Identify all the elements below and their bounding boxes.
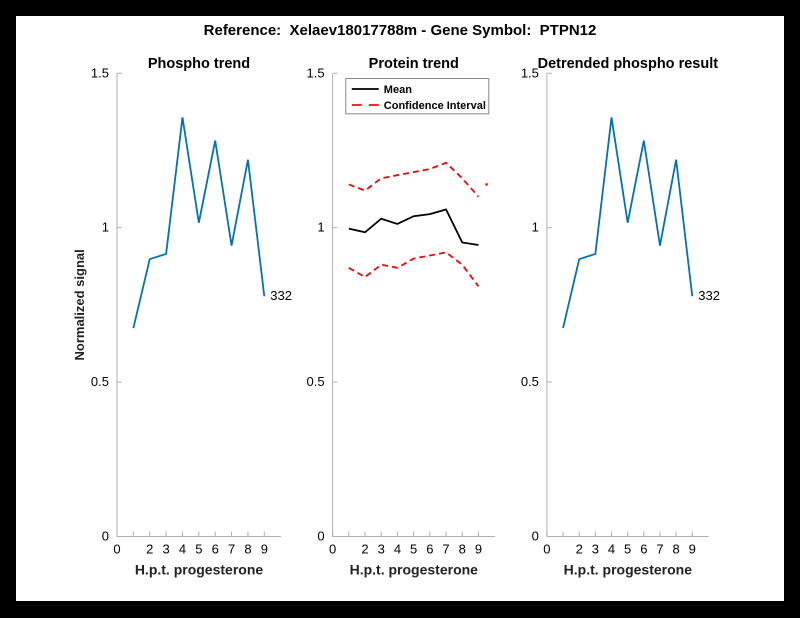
svg-text:0: 0 bbox=[102, 529, 109, 544]
svg-text:4: 4 bbox=[179, 542, 186, 557]
svg-text:9: 9 bbox=[261, 542, 268, 557]
svg-text:5: 5 bbox=[195, 542, 202, 557]
svg-text:3: 3 bbox=[162, 542, 169, 557]
svg-text:5: 5 bbox=[410, 542, 417, 557]
svg-text:5: 5 bbox=[624, 542, 631, 557]
svg-text:9: 9 bbox=[689, 542, 696, 557]
svg-text:8: 8 bbox=[244, 542, 251, 557]
svg-text:332: 332 bbox=[270, 288, 292, 303]
svg-text:1.5: 1.5 bbox=[307, 65, 325, 80]
svg-text:7: 7 bbox=[442, 542, 449, 557]
svg-text:1.5: 1.5 bbox=[91, 65, 109, 80]
svg-text:H.p.t. progesterone: H.p.t. progesterone bbox=[564, 562, 693, 578]
svg-text:Protein trend: Protein trend bbox=[369, 56, 459, 72]
svg-text:H.p.t. progesterone: H.p.t. progesterone bbox=[350, 562, 479, 578]
svg-text:4: 4 bbox=[608, 542, 615, 557]
svg-text:Confidence Interval: Confidence Interval bbox=[384, 100, 486, 112]
svg-text:3: 3 bbox=[378, 542, 385, 557]
svg-text:0: 0 bbox=[113, 542, 120, 557]
svg-text:H.p.t. progesterone: H.p.t. progesterone bbox=[135, 562, 264, 578]
svg-text:Normalized signal: Normalized signal bbox=[72, 249, 87, 360]
svg-text:8: 8 bbox=[673, 542, 680, 557]
svg-text:Phospho trend: Phospho trend bbox=[148, 56, 250, 72]
svg-text:2: 2 bbox=[576, 542, 583, 557]
svg-text:6: 6 bbox=[212, 542, 219, 557]
svg-text:7: 7 bbox=[228, 542, 235, 557]
svg-text:4: 4 bbox=[394, 542, 401, 557]
svg-text:3: 3 bbox=[592, 542, 599, 557]
svg-text:Detrended phospho result: Detrended phospho result bbox=[538, 56, 719, 72]
svg-text:1: 1 bbox=[102, 220, 109, 235]
svg-text:332: 332 bbox=[698, 288, 720, 303]
svg-text:0: 0 bbox=[317, 529, 324, 544]
svg-text:6: 6 bbox=[426, 542, 433, 557]
svg-text:8: 8 bbox=[459, 542, 466, 557]
svg-text:2: 2 bbox=[361, 542, 368, 557]
svg-text:9: 9 bbox=[475, 542, 482, 557]
svg-text:1: 1 bbox=[532, 220, 539, 235]
svg-text:7: 7 bbox=[656, 542, 663, 557]
svg-text:2: 2 bbox=[146, 542, 153, 557]
svg-text:0.5: 0.5 bbox=[307, 374, 325, 389]
svg-text:0: 0 bbox=[532, 529, 539, 544]
svg-text:0: 0 bbox=[543, 542, 550, 557]
svg-text:0.5: 0.5 bbox=[91, 374, 109, 389]
svg-text:Mean: Mean bbox=[384, 84, 412, 96]
svg-text:1.5: 1.5 bbox=[521, 65, 539, 80]
svg-text:0: 0 bbox=[329, 542, 336, 557]
svg-text:0.5: 0.5 bbox=[521, 374, 539, 389]
svg-text:1: 1 bbox=[317, 220, 324, 235]
svg-text:6: 6 bbox=[640, 542, 647, 557]
